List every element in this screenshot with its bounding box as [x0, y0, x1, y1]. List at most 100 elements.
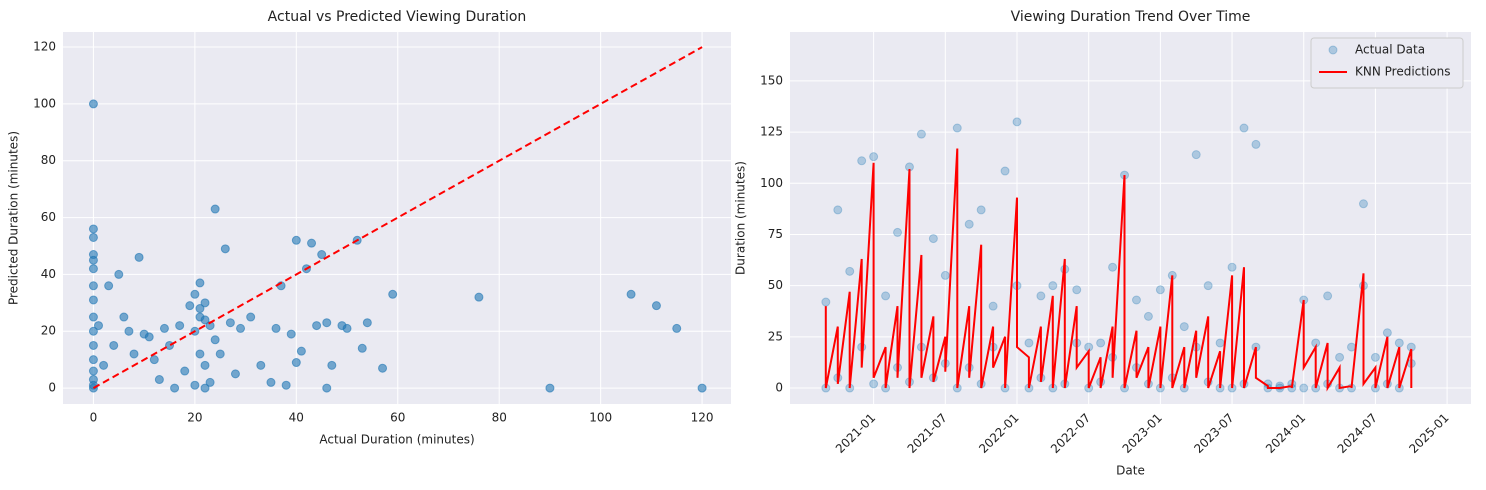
point — [881, 291, 891, 301]
plot-marks — [821, 117, 1416, 393]
point — [322, 318, 332, 328]
x-axis-label: Date — [1116, 464, 1145, 478]
legend-label: KNN Predictions — [1355, 65, 1451, 79]
y-tick-label: 25 — [768, 329, 783, 343]
legend-marker — [1328, 45, 1338, 55]
point — [286, 329, 296, 339]
y-tick-label: 0 — [48, 381, 56, 395]
point — [195, 304, 205, 314]
y-tick-label: 50 — [768, 278, 783, 292]
point — [88, 340, 98, 350]
point — [1239, 123, 1249, 133]
plot-area — [790, 32, 1471, 404]
point — [205, 377, 215, 387]
point — [88, 99, 98, 109]
point — [940, 270, 950, 280]
point — [291, 235, 301, 245]
point — [1096, 338, 1106, 348]
point — [175, 321, 185, 331]
point — [893, 227, 903, 237]
point — [1179, 322, 1189, 332]
point — [296, 346, 306, 356]
x-tick-label: 0 — [90, 411, 98, 425]
point — [266, 377, 276, 387]
point — [845, 266, 855, 276]
y-tick-label: 100 — [33, 96, 56, 110]
point — [88, 366, 98, 376]
point — [833, 205, 843, 215]
y-tick-label: 75 — [768, 227, 783, 241]
point — [165, 340, 175, 350]
x-tick-label: 2024-01 — [1263, 411, 1308, 456]
point — [124, 326, 134, 336]
point — [378, 363, 388, 373]
point — [215, 349, 225, 359]
point — [210, 335, 220, 345]
point — [109, 340, 119, 350]
point — [88, 312, 98, 322]
y-axis-label: Predicted Duration (minutes) — [7, 131, 21, 305]
point — [88, 326, 98, 336]
point — [180, 366, 190, 376]
point — [281, 380, 291, 390]
point — [964, 219, 974, 229]
point — [1215, 338, 1225, 348]
point — [928, 234, 938, 244]
point — [474, 292, 484, 302]
y-tick-label: 20 — [41, 324, 56, 338]
chart-title: Viewing Duration Trend Over Time — [1011, 9, 1251, 25]
point — [200, 360, 210, 370]
point — [200, 298, 210, 308]
point — [362, 318, 372, 328]
point — [256, 360, 266, 370]
point — [200, 315, 210, 325]
point — [200, 383, 210, 393]
y-tick-label: 0 — [775, 381, 783, 395]
point — [357, 343, 367, 353]
point — [952, 123, 962, 133]
point — [1227, 262, 1237, 272]
point — [195, 278, 205, 288]
x-axis-label: Actual Duration (minutes) — [319, 433, 474, 447]
y-tick-label: 150 — [760, 73, 783, 87]
point — [821, 297, 831, 307]
point — [99, 360, 109, 370]
y-axis-label: Duration (minutes) — [734, 161, 748, 275]
point — [205, 321, 215, 331]
x-tick-label: 2021-01 — [833, 411, 878, 456]
point — [1191, 150, 1201, 160]
point — [916, 129, 926, 139]
point — [1012, 117, 1022, 127]
point — [149, 355, 159, 365]
x-tick-label: 20 — [187, 411, 202, 425]
x-tick-label: 2021-07 — [905, 411, 950, 456]
point — [1024, 338, 1034, 348]
x-tick-label: 2022-01 — [976, 411, 1021, 456]
point — [236, 323, 246, 333]
point — [1394, 338, 1404, 348]
point — [1335, 352, 1345, 362]
plot-marks — [88, 46, 707, 393]
point — [651, 301, 661, 311]
point — [119, 312, 129, 322]
point — [114, 269, 124, 279]
x-tick-label: 40 — [289, 411, 304, 425]
point — [129, 349, 139, 359]
point — [210, 204, 220, 214]
point — [144, 332, 154, 342]
x-tick-label: 80 — [492, 411, 507, 425]
point — [626, 289, 636, 299]
point — [190, 289, 200, 299]
point — [225, 318, 235, 328]
point — [857, 156, 867, 166]
point — [220, 244, 230, 254]
point — [322, 383, 332, 393]
point — [170, 383, 180, 393]
point — [545, 383, 555, 393]
y-tick-label: 60 — [41, 210, 56, 224]
x-tick-label: 2023-01 — [1120, 411, 1165, 456]
point — [134, 252, 144, 262]
point — [312, 321, 322, 331]
